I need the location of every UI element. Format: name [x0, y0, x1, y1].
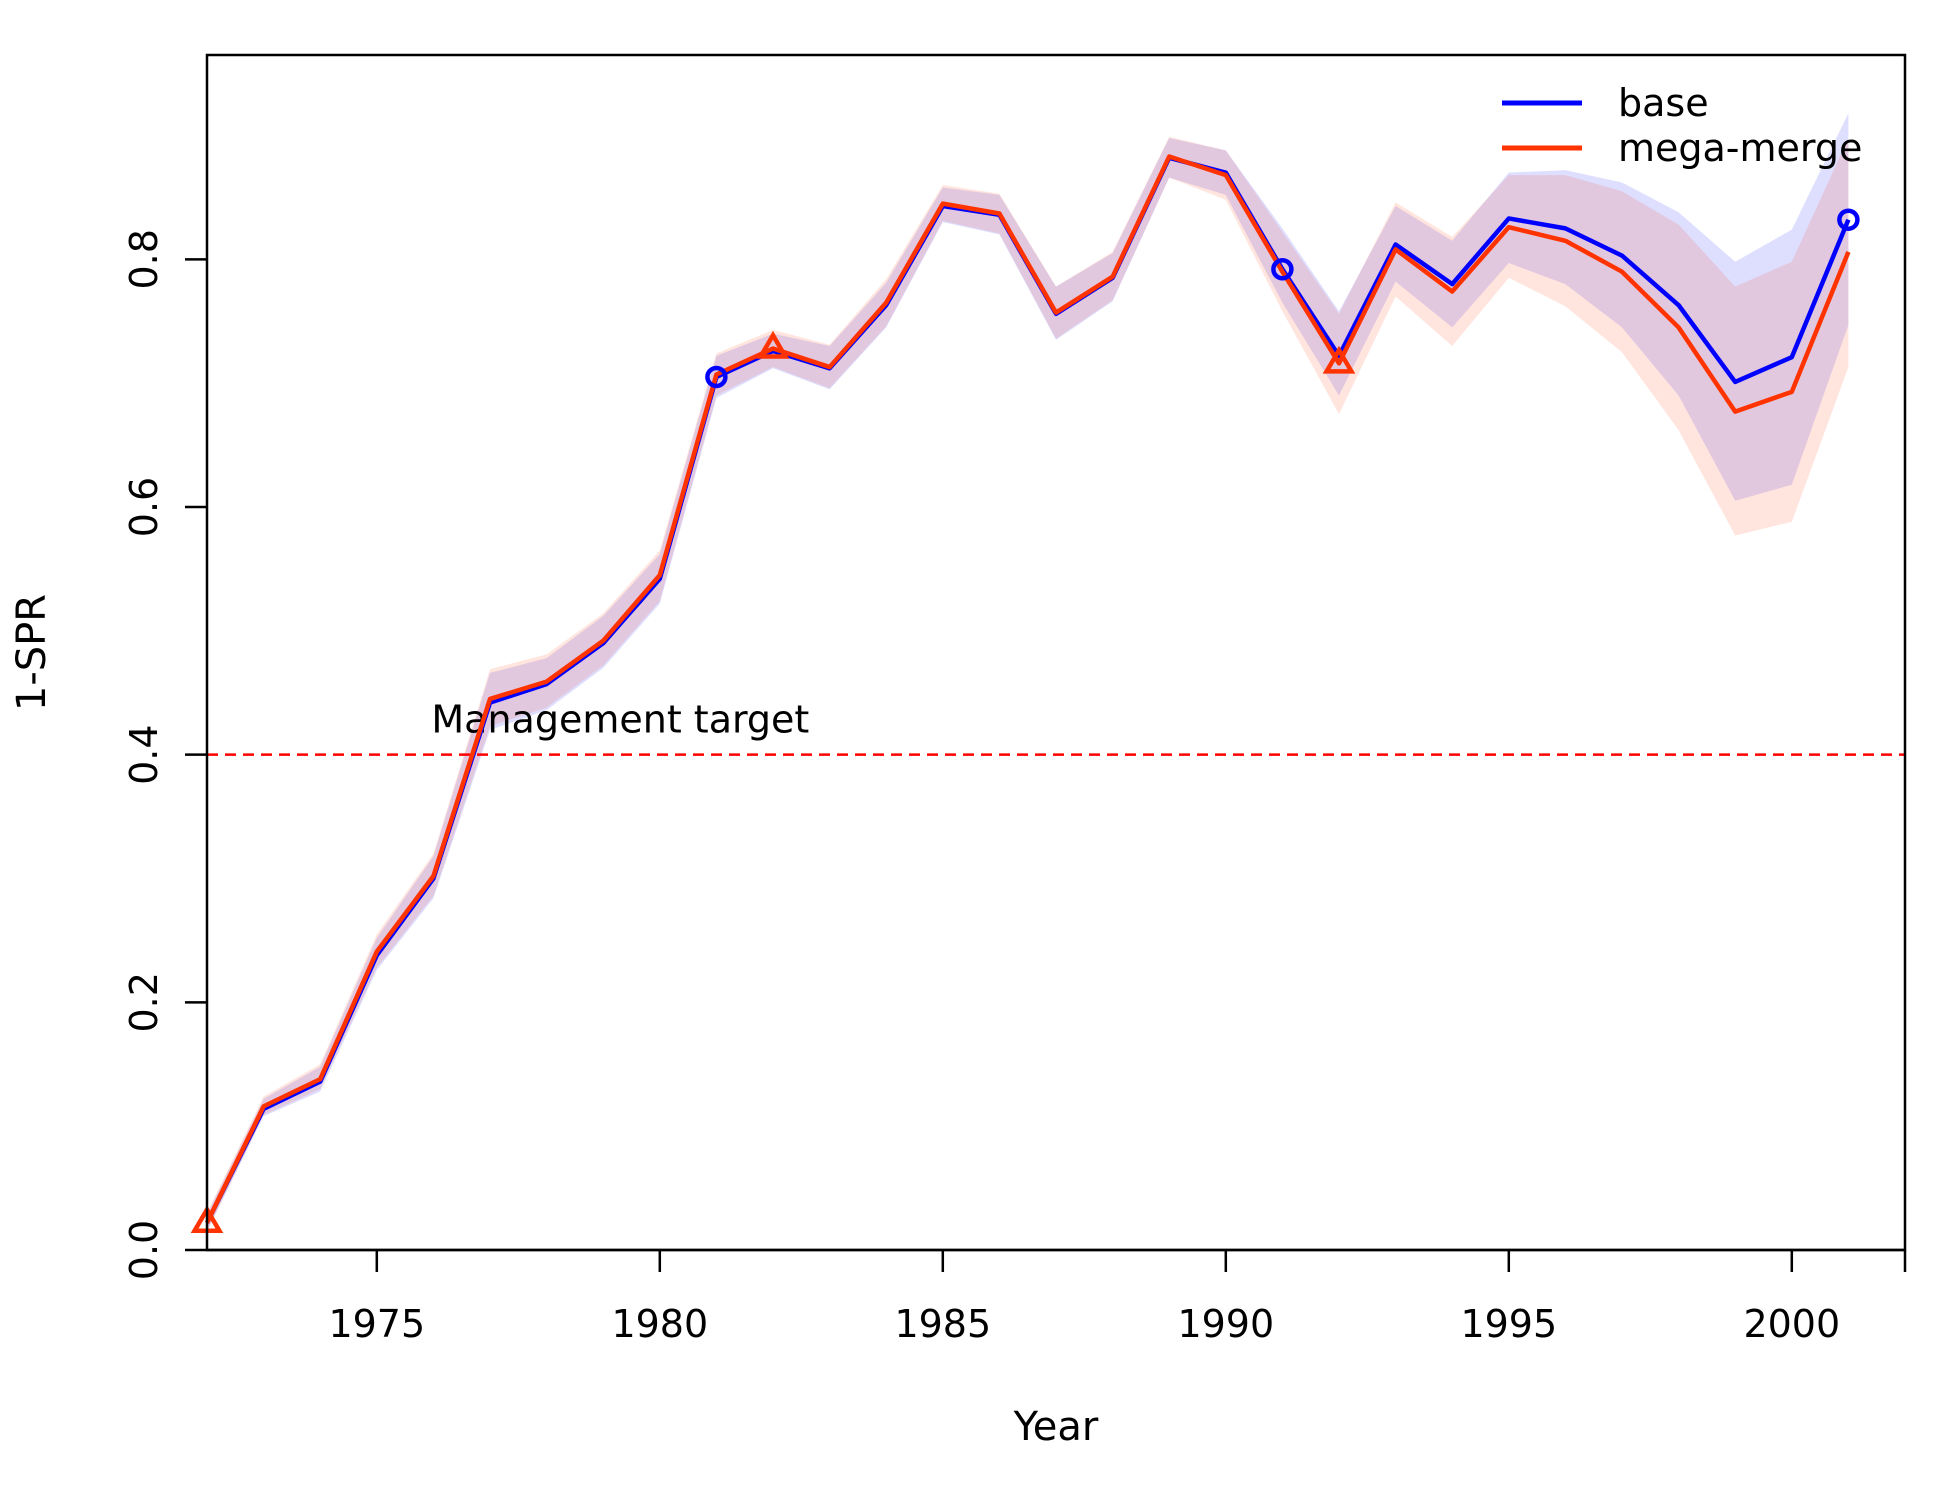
x-tick-label: 1990: [1177, 1302, 1274, 1346]
legend-label-base: base: [1618, 81, 1709, 125]
y-tick-label: 0.4: [122, 724, 166, 784]
point-mega-merge-1982: [756, 330, 790, 359]
band-base: [207, 113, 1849, 1232]
legend-label-mega-merge: mega-merge: [1618, 126, 1862, 170]
series-lines: [204, 154, 1851, 1224]
x-tick-label: 1985: [894, 1302, 991, 1346]
point-base-2001: [1837, 208, 1860, 231]
band-mega-merge: [207, 136, 1849, 1232]
y-axis: 0.0 0.2 0.4 0.6 0.8: [122, 229, 207, 1280]
management-target-label: Management target: [431, 698, 809, 742]
series-markers: [190, 208, 1860, 1234]
point-base-1991: [1271, 257, 1294, 281]
line-mega-merge: [204, 154, 1851, 1224]
point-base-1981: [705, 365, 728, 389]
x-tick-label: 2000: [1743, 1302, 1840, 1346]
y-tick-label: 0.0: [122, 1220, 166, 1280]
y-tick-label: 0.8: [122, 229, 166, 289]
point-mega-merge-1992: [1322, 345, 1356, 374]
x-axis-title: Year: [1013, 1404, 1099, 1450]
x-tick-label: 1975: [328, 1302, 425, 1346]
confidence-bands: [207, 113, 1849, 1232]
x-axis: 1975 1980 1985 1990 1995 2000: [207, 1248, 1907, 1346]
x-tick-label: 1980: [611, 1302, 708, 1346]
y-tick-label: 0.6: [122, 477, 166, 537]
x-tick-label: 1995: [1460, 1302, 1557, 1346]
reference-line-group: Management target: [207, 698, 1905, 756]
y-axis-title: 1-SPR: [9, 594, 55, 711]
y-tick-label: 0.2: [122, 972, 166, 1032]
